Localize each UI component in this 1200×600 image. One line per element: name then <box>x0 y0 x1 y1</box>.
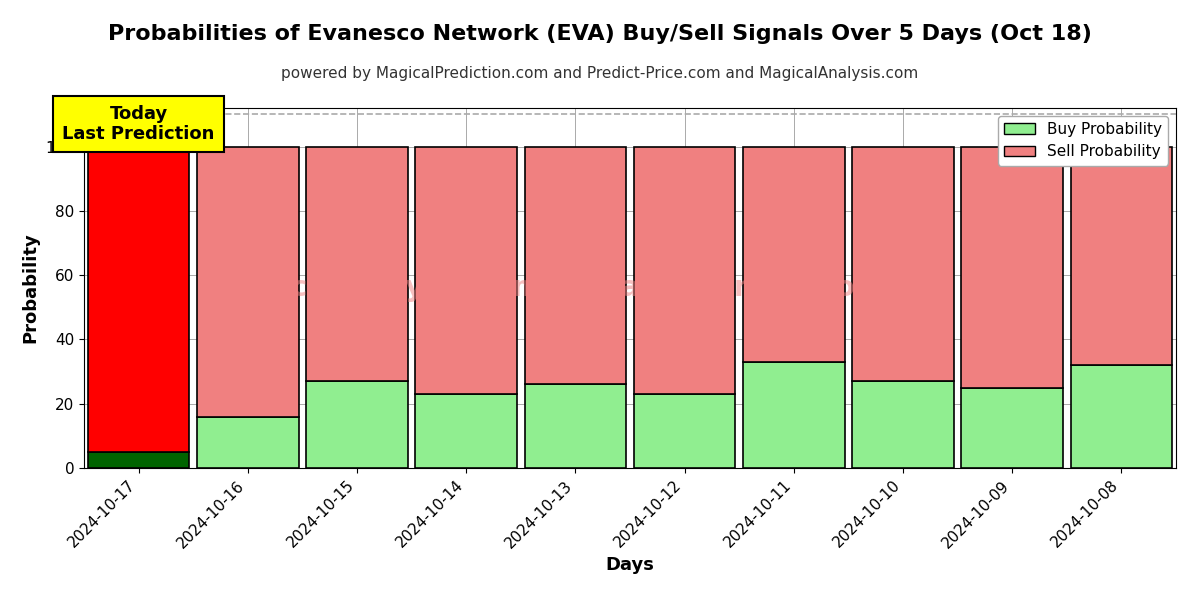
Bar <box>1070 146 1172 365</box>
Text: Today
Last Prediction: Today Last Prediction <box>62 104 215 143</box>
Bar <box>415 146 517 394</box>
Bar <box>524 146 626 385</box>
Text: MagicalAnalysis.com: MagicalAnalysis.com <box>216 274 542 302</box>
Bar <box>1070 365 1172 468</box>
Bar <box>743 362 845 468</box>
Bar <box>634 394 736 468</box>
Bar <box>197 146 299 416</box>
Bar <box>197 416 299 468</box>
Bar <box>306 146 408 381</box>
Text: MagicalPrediction.com: MagicalPrediction.com <box>594 274 950 302</box>
Bar <box>306 381 408 468</box>
Bar <box>634 146 736 394</box>
Bar <box>961 388 1063 468</box>
Bar <box>88 452 190 468</box>
Bar <box>852 381 954 468</box>
Legend: Buy Probability, Sell Probability: Buy Probability, Sell Probability <box>998 116 1169 166</box>
Bar <box>415 394 517 468</box>
Bar <box>852 146 954 381</box>
Bar <box>743 146 845 362</box>
Bar <box>524 385 626 468</box>
Bar <box>88 146 190 452</box>
Text: powered by MagicalPrediction.com and Predict-Price.com and MagicalAnalysis.com: powered by MagicalPrediction.com and Pre… <box>281 66 919 81</box>
Bar <box>961 146 1063 388</box>
Text: Probabilities of Evanesco Network (EVA) Buy/Sell Signals Over 5 Days (Oct 18): Probabilities of Evanesco Network (EVA) … <box>108 24 1092 44</box>
X-axis label: Days: Days <box>606 556 654 574</box>
Y-axis label: Probability: Probability <box>22 233 40 343</box>
